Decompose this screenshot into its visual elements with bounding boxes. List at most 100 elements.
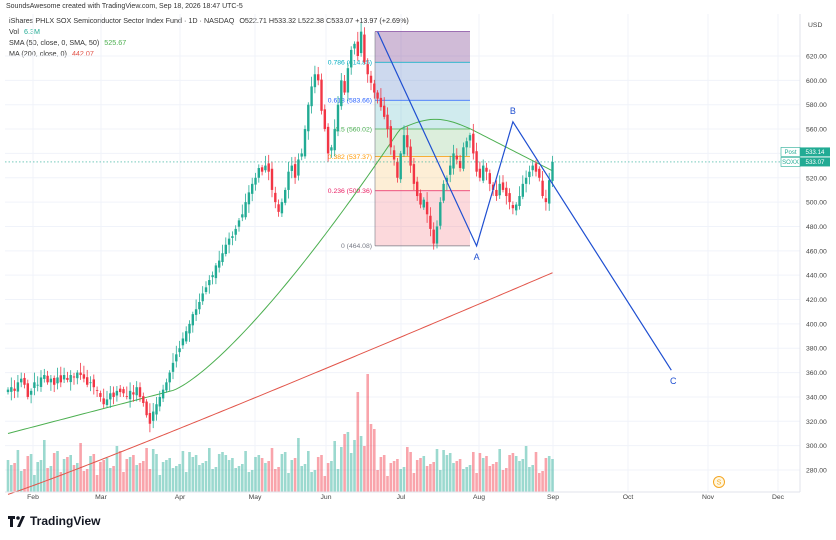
- volume-bar: [402, 467, 406, 492]
- candle-body: [498, 183, 501, 196]
- price-tick-label: 300.00: [806, 443, 827, 450]
- volume-bar: [155, 454, 158, 492]
- volume-bar: [518, 461, 521, 492]
- volume-legend[interactable]: Vol 6.3M: [9, 27, 40, 36]
- volume-bar: [376, 470, 379, 492]
- candle-body: [33, 382, 36, 388]
- volume-bar: [82, 471, 86, 492]
- price-label-value: 533.14: [806, 149, 825, 156]
- time-axis[interactable]: Feb Mar Apr May Jun Jul Aug Sep Oct Nov Dec: [5, 491, 800, 501]
- volume-bar: [521, 459, 525, 492]
- volume-bar: [62, 459, 66, 492]
- tradingview-logo[interactable]: TradingView: [8, 514, 100, 528]
- candle-body: [36, 384, 39, 386]
- volume-bar: [250, 470, 254, 492]
- fib-zone: [375, 129, 470, 157]
- abc-wave-drawing[interactable]: A B C S: [377, 31, 725, 488]
- sma-legend[interactable]: SMA (50, close, 0, SMA, 50) 525.67: [9, 38, 126, 47]
- candle-body: [181, 338, 185, 346]
- price-label-soxx: SOXX 533.07: [780, 157, 830, 167]
- wave-label-a: A: [474, 252, 480, 262]
- candle-body: [178, 348, 181, 353]
- volume-bar: [547, 456, 551, 492]
- volume-bar: [336, 469, 340, 492]
- volume-bar: [313, 470, 317, 492]
- volume-bar: [184, 472, 188, 492]
- event-marker-label: S: [717, 480, 722, 487]
- candle-body: [128, 390, 132, 400]
- candle-body: [142, 396, 145, 404]
- candle-body: [485, 167, 488, 172]
- candle-body: [155, 404, 158, 415]
- candle-body: [76, 372, 79, 379]
- candle-body: [515, 204, 518, 211]
- price-tick-label: 580.00: [806, 102, 827, 109]
- fib-retracement[interactable]: 0.786 (614.85) 0.618 (583.66) 0.5 (560.02)…: [328, 31, 470, 251]
- fib-zone: [375, 62, 470, 101]
- candle-body: [112, 392, 115, 397]
- volume-bar: [283, 452, 287, 492]
- candle-body: [280, 202, 284, 214]
- candle-body: [204, 287, 208, 292]
- candle-body: [201, 293, 204, 302]
- fib-level-label: 0.5 (560.02): [335, 126, 372, 133]
- candle-body: [158, 396, 161, 407]
- volume-bar: [307, 451, 310, 492]
- candle-body: [13, 388, 16, 391]
- volume-bar: [161, 462, 165, 492]
- volume-bar: [415, 460, 419, 492]
- volume-bar: [293, 458, 297, 492]
- candle-body: [402, 135, 406, 155]
- ohlc-readout: O522.71 H533.32 L522.38 C533.07 +13.97 (…: [239, 16, 409, 25]
- candle-body: [274, 192, 277, 203]
- volume-bar: [112, 466, 115, 492]
- volume-bar: [501, 470, 505, 492]
- candle-body: [56, 377, 59, 384]
- candle-body: [491, 184, 495, 190]
- candle-body: [62, 375, 66, 380]
- candle-body: [26, 383, 29, 397]
- price-tick-label: 340.00: [806, 394, 827, 401]
- candle-body: [442, 183, 445, 201]
- candle-body: [307, 104, 310, 132]
- time-tick-label: Jun: [321, 494, 332, 501]
- logo-text: TradingView: [30, 514, 101, 528]
- candle-body: [458, 160, 462, 169]
- volume-bar: [356, 392, 360, 492]
- volume-bar: [452, 463, 455, 492]
- candle-body: [95, 390, 99, 391]
- candle-body: [396, 161, 399, 178]
- volume-bar: [297, 438, 300, 492]
- volume-bar: [188, 452, 191, 492]
- volume-bar: [343, 434, 346, 492]
- candle-body: [501, 182, 505, 190]
- price-axis[interactable]: USD 280.00 300.00 320.00 340.00 360.00 380.00 4…: [5, 14, 830, 492]
- candle-body: [317, 74, 320, 81]
- candle-body: [16, 382, 20, 392]
- candle-body: [465, 141, 468, 148]
- candle-body: [488, 173, 491, 184]
- volume-bar: [168, 458, 171, 492]
- candle-body: [386, 114, 389, 130]
- volume-bar: [260, 458, 264, 492]
- price-label-value-box: [800, 147, 830, 157]
- volume-bar: [128, 457, 132, 492]
- volume-value: 6.3M: [24, 27, 40, 36]
- volume-bar: [26, 456, 30, 492]
- candle-body: [168, 372, 171, 383]
- fib-zone: [375, 190, 470, 246]
- candles[interactable]: [6, 23, 554, 433]
- volume-bar: [458, 459, 462, 492]
- candle-body: [425, 201, 429, 215]
- ma-legend[interactable]: MA (200, close, 0) 442.07: [9, 49, 94, 58]
- time-tick-label: Oct: [623, 494, 634, 501]
- volume-bar: [43, 440, 46, 492]
- candle-body: [198, 301, 201, 310]
- candle-body: [350, 49, 353, 68]
- price-tick-label: 420.00: [806, 297, 827, 304]
- price-label-name: Post: [784, 150, 796, 156]
- volume-bar: [231, 458, 234, 492]
- volume-bar: [366, 374, 369, 492]
- chart-caption: SoundsAwesome created with TradingView.c…: [6, 3, 243, 10]
